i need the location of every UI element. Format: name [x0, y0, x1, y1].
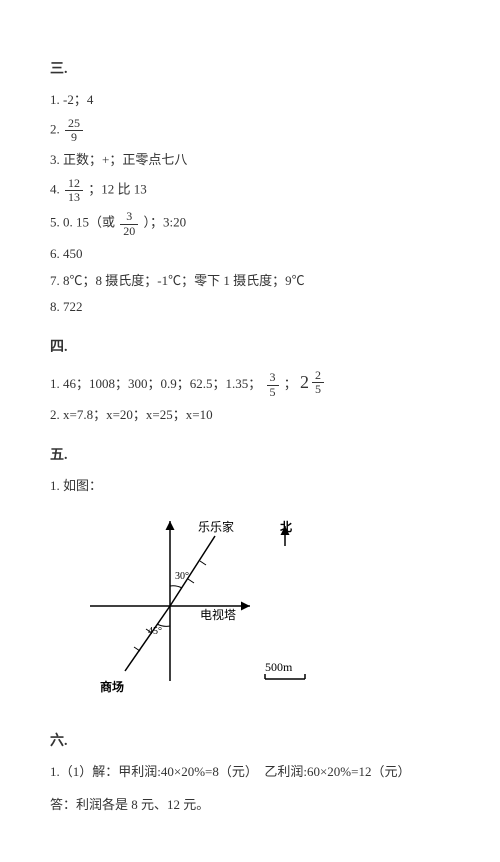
label-tower: 电视塔	[200, 607, 236, 622]
num: 3	[267, 371, 279, 385]
s3-i5-prefix: 5. 0. 15（或	[50, 215, 115, 230]
fraction-25-9: 259	[65, 117, 83, 144]
s3-i2-prefix: 2.	[50, 121, 60, 136]
s5-item1: 1. 如图：	[50, 476, 450, 497]
s4-i1-sep: ；	[284, 376, 297, 391]
label-45: 45°	[148, 626, 162, 637]
whole: 2	[300, 368, 309, 397]
s3-i4-suffix: ；12 比 13	[88, 182, 147, 197]
section-4-title: 四.	[50, 336, 450, 356]
s3-item4: 4. 1213 ；12 比 13	[50, 177, 450, 204]
label-lele: 乐乐家	[198, 519, 234, 534]
s3-item2: 2. 259	[50, 117, 450, 144]
den: 5	[312, 383, 324, 396]
fraction-12-13: 1213	[65, 177, 83, 204]
den: 9	[65, 131, 83, 144]
den: 20	[120, 225, 138, 238]
den: 5	[267, 386, 279, 399]
s3-item8: 8. 722	[50, 297, 450, 318]
fraction-2-5: 25	[312, 369, 324, 396]
label-30: 30°	[175, 571, 189, 582]
label-scale: 500m	[265, 660, 293, 674]
s4-item2: 2. x=7.8；x=20；x=25；x=10	[50, 405, 450, 426]
s3-item7: 7. 8℃；8 摄氏度；-1℃；零下 1 摄氏度；9℃	[50, 271, 450, 292]
s3-item1: 1. -2；4	[50, 90, 450, 111]
s6-item2: 答：利润各是 8 元、12 元。	[50, 795, 450, 816]
diagram-svg: 乐乐家 北 电视塔 商场 30° 45° 500m	[70, 511, 330, 701]
s3-item5: 5. 0. 15（或 320 ）；3:20	[50, 210, 450, 237]
s3-i5-suffix: ）；3:20	[144, 215, 187, 230]
label-mall: 商场	[100, 679, 124, 694]
mixed-2-2-5: 225	[300, 368, 326, 397]
fraction-3-5: 35	[267, 371, 279, 398]
s3-i4-prefix: 4.	[50, 182, 60, 197]
s3-item3: 3. 正数；+；正零点七八	[50, 150, 450, 171]
s3-item6: 6. 450	[50, 244, 450, 265]
num: 12	[65, 177, 83, 191]
section-5-title: 五.	[50, 444, 450, 464]
num: 3	[120, 210, 138, 224]
s4-item1: 1. 46；1008；300；0.9；62.5；1.35； 35 ； 225	[50, 368, 450, 399]
fraction-3-20: 320	[120, 210, 138, 237]
s6-item1: 1.（1）解：甲利润:40×20%=8（元） 乙利润:60×20%=12（元）	[50, 762, 450, 783]
section-3-title: 三.	[50, 58, 450, 78]
s4-i1-prefix: 1. 46；1008；300；0.9；62.5；1.35；	[50, 376, 261, 391]
section-6-title: 六.	[50, 730, 450, 750]
label-north: 北	[280, 519, 292, 534]
den: 13	[65, 191, 83, 204]
compass-diagram: 乐乐家 北 电视塔 商场 30° 45° 500m	[70, 511, 450, 705]
num: 25	[65, 117, 83, 131]
num: 2	[312, 369, 324, 383]
